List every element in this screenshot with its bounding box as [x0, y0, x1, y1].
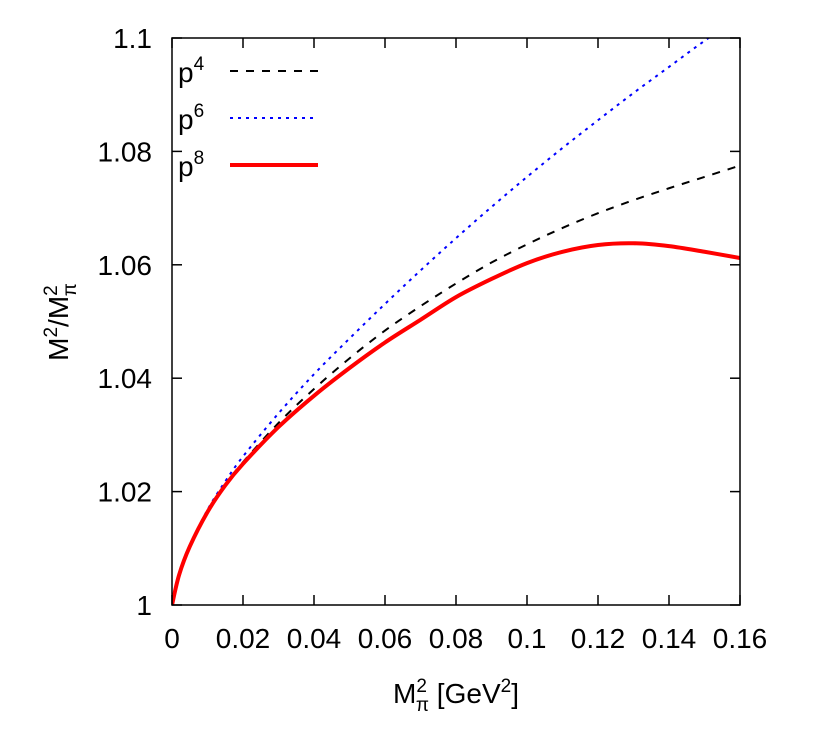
- x-tick-label: 0.02: [216, 623, 271, 654]
- legend-label: p8: [178, 148, 204, 182]
- axis-ticks: [171, 37, 741, 606]
- series-line-p6: [172, 38, 711, 605]
- y-tick-label: 1.04: [98, 363, 153, 394]
- legend: p4 p6 p8: [178, 54, 318, 182]
- series-layer: [172, 38, 740, 605]
- y-tick-label: 1.02: [98, 477, 153, 508]
- y-tick-labels: 1 1.02 1.04 1.06 1.08 1.1: [98, 23, 153, 621]
- y-tick-label: 1.1: [113, 23, 152, 54]
- x-tick-label: 0.08: [429, 623, 484, 654]
- plot-frame: [171, 37, 741, 606]
- x-tick-label: 0.14: [642, 623, 697, 654]
- legend-item-p6: p6: [178, 101, 318, 135]
- y-axis-label: M2/M2π: [41, 283, 81, 361]
- legend-label: p4: [178, 54, 205, 88]
- series-line-p4: [172, 164, 740, 605]
- legend-item-p8: p8: [178, 148, 318, 182]
- series-line-p8: [172, 241, 740, 605]
- x-tick-label: 0.16: [713, 623, 768, 654]
- y-tick-label: 1.06: [98, 250, 153, 281]
- y-tick-label: 1.08: [98, 136, 153, 167]
- x-tick-label: 0.04: [287, 623, 342, 654]
- x-tick-label: 0.06: [358, 623, 413, 654]
- legend-item-p4: p4: [178, 54, 318, 88]
- y-tick-label: 1: [136, 590, 152, 621]
- x-tick-label: 0: [164, 623, 180, 654]
- x-tick-labels: 0 0.02 0.04 0.06 0.08 0.1 0.12 0.14 0.16: [164, 623, 767, 654]
- x-tick-label: 0.1: [508, 623, 547, 654]
- x-tick-label: 0.12: [571, 623, 626, 654]
- x-axis-label: M2 π [GeV2]: [393, 676, 519, 716]
- legend-label: p6: [178, 101, 204, 135]
